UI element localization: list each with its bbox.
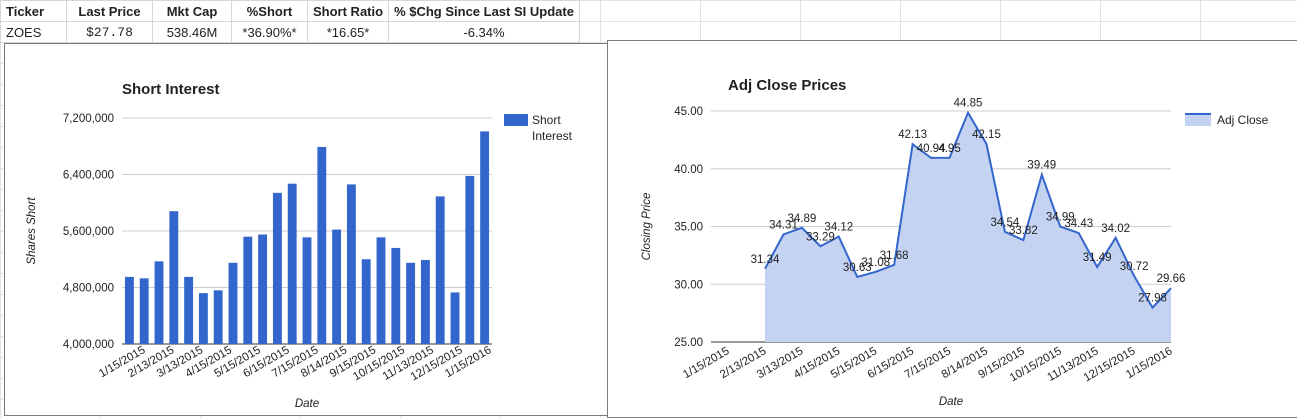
bar bbox=[406, 262, 416, 344]
data-label: 31.08 bbox=[861, 257, 890, 269]
y-tick-label: 6,400,000 bbox=[63, 170, 114, 182]
cell-short-ratio[interactable]: *16.65* bbox=[306, 21, 390, 43]
legend-label: Interest bbox=[532, 129, 573, 143]
legend-swatch bbox=[504, 114, 528, 126]
spreadsheet-grid: Ticker Last Price Mkt Cap %Short Short R… bbox=[0, 0, 580, 43]
bar bbox=[420, 259, 430, 344]
bar bbox=[435, 196, 445, 344]
data-label: 30.63 bbox=[843, 262, 872, 274]
x-axis-label: Date bbox=[295, 398, 319, 410]
bar bbox=[346, 184, 356, 344]
y-tick-label: 4,000,000 bbox=[63, 339, 114, 351]
header-ticker[interactable]: Ticker bbox=[0, 0, 67, 22]
bar bbox=[332, 229, 342, 344]
cell-ticker[interactable]: ZOES bbox=[0, 21, 67, 43]
header-last-price[interactable]: Last Price bbox=[66, 0, 153, 22]
data-label: 31.34 bbox=[751, 254, 780, 266]
data-label: 34.31 bbox=[769, 219, 798, 231]
bar bbox=[317, 146, 327, 344]
y-tick-label: 5,600,000 bbox=[63, 226, 114, 238]
bar bbox=[480, 131, 490, 344]
header-pct-short[interactable]: %Short bbox=[231, 0, 308, 22]
y-tick-label: 45.00 bbox=[674, 106, 703, 118]
data-label: 33.29 bbox=[806, 231, 835, 243]
bar bbox=[376, 237, 386, 344]
data-label: 31.68 bbox=[880, 250, 909, 262]
legend-label: Short bbox=[532, 113, 561, 127]
bar bbox=[154, 261, 164, 344]
data-row: ZOES $27.78 538.46M *36.90%* *16.65* -6.… bbox=[0, 21, 580, 43]
data-label: 34.02 bbox=[1101, 223, 1130, 235]
data-label: 34.89 bbox=[788, 213, 817, 225]
bar bbox=[465, 175, 475, 344]
y-tick-label: 30.00 bbox=[674, 279, 703, 291]
cell-mkt-cap[interactable]: 538.46M bbox=[152, 21, 232, 43]
bar bbox=[184, 276, 194, 344]
bar bbox=[228, 262, 238, 344]
bar bbox=[243, 236, 253, 344]
bar bbox=[450, 292, 460, 344]
adj-close-svg: Adj Close Prices 25.00 30.00 35.00 40.00 45.0… bbox=[641, 77, 1269, 408]
header-short-ratio[interactable]: Short Ratio bbox=[306, 0, 390, 22]
chart-title: Adj Close Prices bbox=[728, 77, 846, 94]
header-row: Ticker Last Price Mkt Cap %Short Short R… bbox=[0, 0, 580, 22]
data-label: 30.72 bbox=[1120, 261, 1149, 273]
data-label: 29.66 bbox=[1157, 273, 1186, 285]
bar bbox=[169, 211, 179, 344]
data-label: 34.43 bbox=[1064, 218, 1093, 230]
y-tick-label: 7,200,000 bbox=[63, 113, 114, 125]
cell-pct-chg[interactable]: -6.34% bbox=[388, 21, 580, 43]
cell-last-price[interactable]: $27.78 bbox=[66, 21, 153, 43]
data-label: 42.13 bbox=[898, 129, 927, 141]
data-label: 31.49 bbox=[1083, 252, 1112, 264]
y-tick-label: 4,800,000 bbox=[63, 283, 114, 295]
area-fill bbox=[765, 112, 1171, 342]
bar bbox=[391, 247, 401, 344]
chart-title: Short Interest bbox=[122, 81, 220, 98]
data-label: 33.82 bbox=[1009, 225, 1038, 237]
cell-pct-short[interactable]: *36.90%* bbox=[231, 21, 308, 43]
data-label: 42.15 bbox=[972, 129, 1001, 141]
bar bbox=[124, 276, 134, 344]
legend-label: Adj Close bbox=[1217, 113, 1269, 127]
series-line bbox=[764, 110, 1172, 310]
bar bbox=[139, 278, 149, 344]
data-label: 27.98 bbox=[1138, 293, 1167, 305]
data-label: 34.99 bbox=[1046, 212, 1075, 224]
data-label: 34.54 bbox=[991, 217, 1020, 229]
y-tick-label: 25.00 bbox=[674, 337, 703, 349]
data-label: 34.12 bbox=[824, 222, 853, 234]
x-axis-label: Date bbox=[939, 396, 963, 408]
bar bbox=[258, 234, 268, 344]
y-tick-label: 35.00 bbox=[674, 222, 703, 234]
header-pct-chg[interactable]: % $Chg Since Last SI Update bbox=[388, 0, 580, 22]
bar bbox=[302, 237, 312, 344]
data-label: 4.95 bbox=[938, 143, 960, 155]
bar bbox=[213, 290, 223, 344]
header-mkt-cap[interactable]: Mkt Cap bbox=[152, 0, 232, 22]
short-interest-chart[interactable]: Short Interest 4,000,000 4,800,000 5,600,00… bbox=[4, 43, 608, 416]
bar bbox=[361, 259, 371, 344]
bar bbox=[198, 293, 208, 344]
y-tick-label: 40.00 bbox=[674, 164, 703, 176]
y-axis-label: Shares Short bbox=[26, 197, 38, 265]
data-label: 40.94 bbox=[917, 143, 946, 155]
short-interest-svg: Short Interest 4,000,000 4,800,000 5,600,00… bbox=[26, 81, 573, 410]
y-axis-label: Closing Price bbox=[641, 193, 653, 261]
data-label: 39.49 bbox=[1027, 160, 1056, 172]
bar bbox=[272, 192, 282, 344]
data-label: 44.85 bbox=[954, 98, 983, 110]
adj-close-chart[interactable]: Adj Close Prices 25.00 30.00 35.00 40.00 45.0… bbox=[607, 40, 1297, 418]
bar bbox=[287, 183, 297, 344]
legend-swatch bbox=[1185, 114, 1211, 126]
